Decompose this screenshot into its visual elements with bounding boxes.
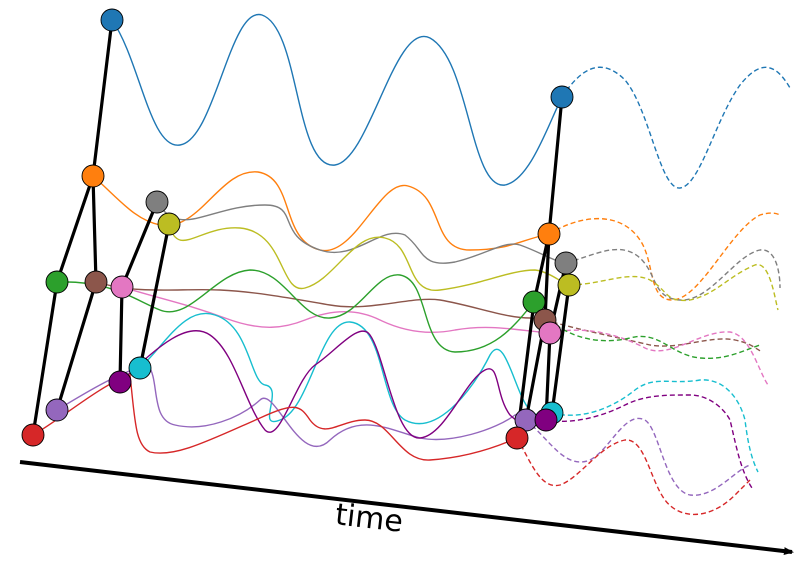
trajectory-gray [156,201,567,264]
edge-pink-violet [118,285,124,384]
node-end-green [522,290,546,314]
time-axis: time [19,460,794,556]
trajectory-blue [111,14,563,186]
node-blue [100,8,124,32]
trajectory-violet [119,330,547,439]
node-gray [145,190,169,214]
forecast-pink [549,329,769,386]
forecast-green [533,301,761,360]
edge-end-orange-green [532,232,551,304]
forecast-red [516,437,751,516]
edge-brown-purple [55,280,98,412]
node-pink [110,275,134,299]
forecast-gray [565,248,781,301]
time-axis-label: time [333,497,404,540]
edge-end-orange-brown [543,232,551,322]
trajectory-pink [121,286,551,334]
trajectory-brown [95,281,546,321]
node-violet [108,370,132,394]
forecast-trajectories [516,66,791,516]
edge-blue-orange [91,18,114,178]
node-purple [45,398,69,422]
node-orange [81,164,105,188]
trajectory-olive [168,223,570,291]
edge-end-blue-orange [547,95,564,236]
node-end-gray [554,251,578,275]
node-end-violet [534,408,558,432]
edge-orange-brown [91,174,98,284]
node-brown [84,270,108,294]
node-end-red [505,426,529,450]
node-green [45,270,69,294]
node-end-orange [537,222,561,246]
time-axis-arrow [19,460,794,556]
forecast-purple [525,417,751,496]
forecast-cyan [551,379,759,473]
edge-end-olive-cyan [550,283,571,415]
forecast-violet [545,394,753,489]
forecast-brown [544,319,763,353]
forecast-blue [561,66,791,189]
node-end-pink [538,321,562,345]
trajectory-green [56,269,535,353]
node-end-olive [557,273,581,297]
edge-green-red [31,280,59,437]
node-cyan [128,356,152,380]
node-olive [157,212,181,236]
edge-orange-green [55,174,95,284]
edge-gray-pink [120,200,159,289]
edge-olive-cyan [138,222,171,370]
trajectory-red [32,374,518,461]
graph-edges-start [31,18,171,437]
graph-nodes-end [505,85,581,450]
node-red [21,423,45,447]
forecast-orange [548,212,781,301]
observed-trajectories [32,14,570,461]
node-end-blue [550,85,574,109]
graph-nodes-start [21,8,181,447]
forecast-olive [568,264,779,311]
trajectory-cyan [139,312,553,425]
